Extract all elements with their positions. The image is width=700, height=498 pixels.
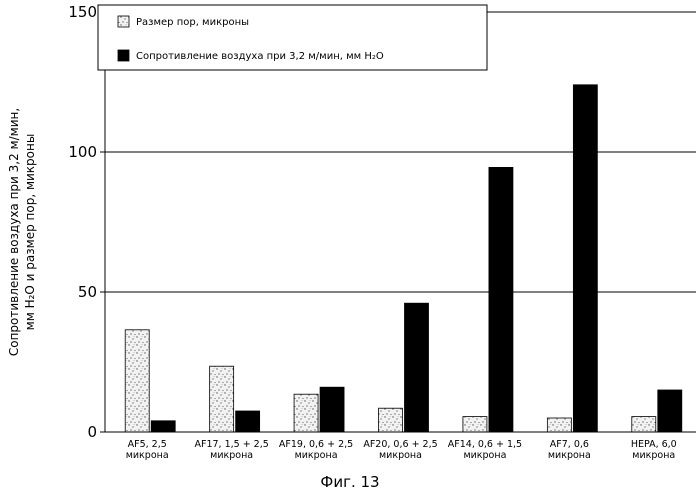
x-category-label: HEPA, 6,0 <box>631 439 677 450</box>
x-category-label: микрона <box>210 450 253 461</box>
x-category-label: микрона <box>379 450 422 461</box>
y-axis-title-line2: мм H₂O и размер пор, микроны <box>23 134 37 331</box>
legend-swatch-air-resistance <box>118 50 129 61</box>
x-category-label: AF19, 0,6 + 2,5 <box>279 439 353 450</box>
y-tick-label: 50 <box>78 283 97 301</box>
x-category-label: AF17, 1,5 + 2,5 <box>194 439 268 450</box>
bar-air-resistance <box>489 167 513 432</box>
bar-air-resistance <box>236 411 260 432</box>
figure-caption: Фиг. 13 <box>0 473 700 491</box>
x-category-label: AF14, 0,6 + 1,5 <box>448 439 522 450</box>
x-category-label: AF5, 2,5 <box>128 439 167 450</box>
bar-pore-size <box>379 408 403 432</box>
y-tick-label: 0 <box>87 423 97 441</box>
bar-air-resistance <box>573 85 597 432</box>
bar-air-resistance <box>405 303 429 432</box>
x-category-label: AF20, 0,6 + 2,5 <box>363 439 437 450</box>
axes <box>105 12 696 432</box>
y-axis-title: Сопротивление воздуха при 3,2 м/мин, мм … <box>7 108 37 356</box>
bar-pore-size <box>463 417 487 432</box>
legend-label-air-resistance: Сопротивление воздуха при 3,2 м/мин, мм … <box>136 51 384 62</box>
x-category-label: микрона <box>295 450 338 461</box>
bar-pore-size <box>125 330 149 432</box>
legend-label-pore-size: Размер пор, микроны <box>136 17 249 28</box>
bar-pore-size <box>632 417 656 432</box>
y-tick-labels: 0 50 100 150 <box>68 3 97 441</box>
category-labels: AF5, 2,5микронаAF17, 1,5 + 2,5микронаAF1… <box>126 439 677 461</box>
x-category-label: микрона <box>463 450 506 461</box>
bar-pore-size <box>210 366 234 432</box>
bars <box>125 85 682 432</box>
gridlines <box>100 12 696 432</box>
bar-pore-size <box>294 394 318 432</box>
legend: Размер пор, микроны Сопротивление воздух… <box>98 5 487 70</box>
bar-air-resistance <box>151 421 175 432</box>
x-category-label: микрона <box>632 450 675 461</box>
y-tick-label: 100 <box>68 143 97 161</box>
bar-pore-size <box>547 418 571 432</box>
bar-air-resistance <box>320 387 344 432</box>
x-category-label: AF7, 0,6 <box>550 439 589 450</box>
legend-swatch-pore-size <box>118 16 129 27</box>
bar-air-resistance <box>658 390 682 432</box>
x-category-label: микрона <box>548 450 591 461</box>
y-tick-label: 150 <box>68 3 97 21</box>
y-axis-title-line1: Сопротивление воздуха при 3,2 м/мин, <box>7 108 21 356</box>
x-category-label: микрона <box>126 450 169 461</box>
